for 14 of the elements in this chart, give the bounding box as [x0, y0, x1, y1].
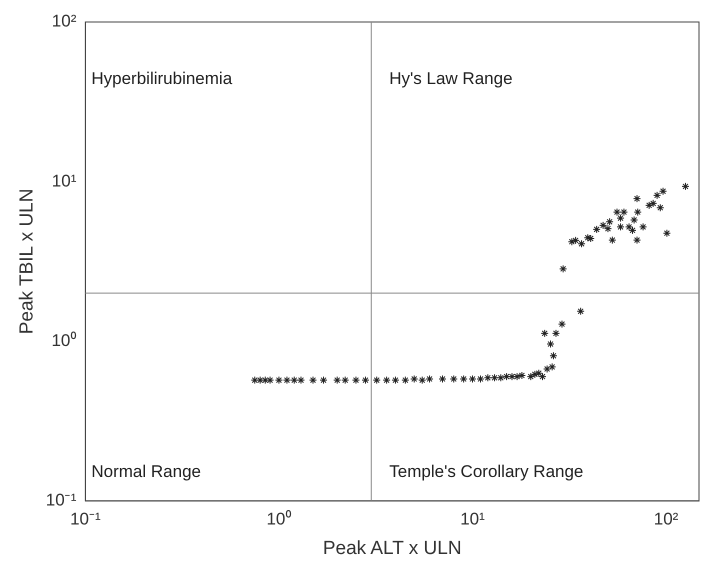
y-axis-title: Peak TBIL x ULN: [16, 188, 38, 334]
x-tick-label: 10⁰: [266, 510, 292, 529]
y-tick-label: 10⁰: [51, 330, 76, 350]
y-tick-label: 10²: [52, 12, 77, 31]
annotation: Normal Range: [91, 462, 201, 481]
y-tick-label: 10¹: [52, 171, 77, 190]
x-tick-label: 10¹: [460, 510, 486, 529]
annotation: Hy's Law Range: [389, 69, 513, 88]
y-tick-label: 10⁻¹: [46, 490, 77, 510]
annotation: Temple's Corollary Range: [389, 462, 584, 481]
x-axis-title: Peak ALT x ULN: [322, 538, 462, 559]
x-tick-label: 10⁻¹: [70, 510, 101, 529]
x-tick-label: 10²: [654, 510, 679, 529]
annotation: Hyperbilirubinemia: [91, 69, 233, 88]
